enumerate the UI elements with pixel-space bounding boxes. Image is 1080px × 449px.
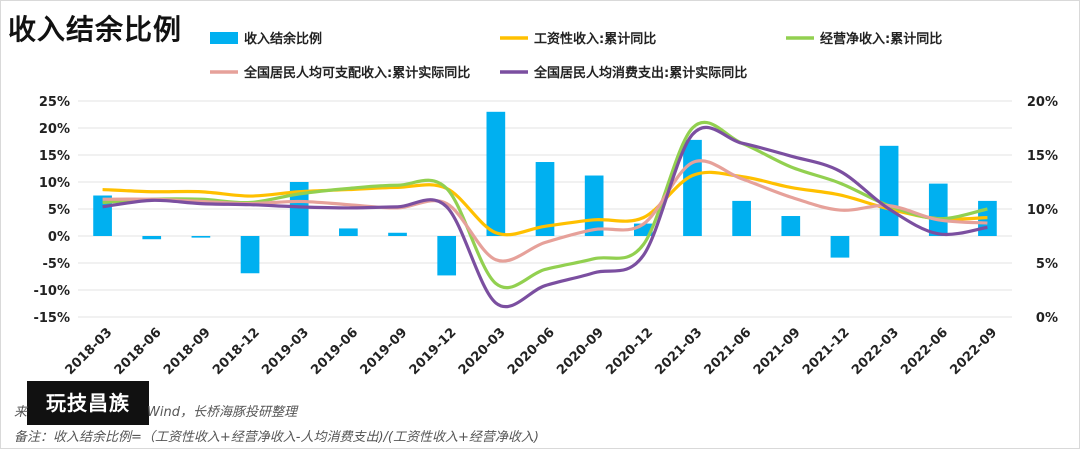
left-tick-label: -15% — [33, 311, 70, 326]
bar — [879, 145, 899, 236]
x-tick-label: 2020-03 — [456, 325, 509, 378]
source-text: 来 Wind，长桥海豚投研整理 — [14, 401, 297, 420]
x-tick-label: 2018-12 — [210, 325, 263, 378]
x-tick-label: 2022-06 — [898, 325, 951, 378]
x-tick-label: 2022-03 — [849, 325, 902, 378]
legend-label: 全国居民人均消费支出:累计实际同比 — [533, 65, 747, 81]
bar — [781, 216, 801, 236]
x-tick-label: 2022-09 — [947, 325, 1000, 378]
note-text: 备注：收入结余比例=（工资性收入+经营净收入-人均消费支出)/(工资性收入+经营… — [14, 430, 539, 445]
legend: 收入结余比例 工资性收入:累计同比 经营净收入:累计同比全国居民人均可支配收入:累计… — [210, 31, 942, 81]
bar — [732, 200, 751, 236]
x-tick-label: 2021-09 — [751, 325, 804, 378]
watermark-badge: 玩技昌族 — [27, 381, 149, 425]
bar — [535, 162, 555, 236]
bar — [437, 236, 457, 276]
legend-label: 经营净收入:累计同比 — [820, 31, 942, 47]
bar — [339, 228, 358, 236]
x-tick-label: 2020-09 — [554, 325, 607, 378]
chart-title: 收入结余比例 — [8, 13, 183, 46]
left-tick-label: 0% — [48, 230, 70, 245]
bar — [830, 236, 850, 258]
right-tick-label: 0% — [1036, 311, 1058, 326]
legend-label: 收入结余比例 — [244, 31, 322, 47]
series-line — [102, 126, 988, 309]
series-line — [102, 170, 988, 237]
x-tick-label: 2021-12 — [800, 325, 853, 378]
x-tick-label: 2018-09 — [161, 325, 214, 378]
x-tick-label: 2019-03 — [259, 325, 312, 378]
source-value: Wind，长桥海豚投研整理 — [147, 405, 297, 420]
left-tick-label: 20% — [39, 122, 70, 137]
left-tick-label: 5% — [48, 203, 70, 218]
x-tick-label: 2019-12 — [407, 325, 460, 378]
right-tick-label: 5% — [1036, 257, 1058, 272]
right-tick-label: 15% — [1027, 149, 1058, 164]
legend-label: 全国居民人均可支配收入:累计实际同比 — [243, 65, 470, 81]
left-tick-label: -5% — [43, 257, 70, 272]
bar — [928, 183, 948, 236]
x-tick-label: 2018-06 — [112, 325, 165, 378]
x-tick-label: 2021-03 — [653, 325, 706, 378]
x-tick-label: 2019-06 — [308, 325, 361, 378]
x-tick-label: 2020-12 — [603, 325, 656, 378]
left-tick-label: 10% — [39, 176, 70, 191]
bar — [584, 175, 604, 236]
x-tick-label: 2019-09 — [358, 325, 411, 378]
bar — [142, 236, 162, 240]
x-tick-label: 2021-06 — [702, 325, 755, 378]
right-tick-label: 20% — [1027, 95, 1058, 110]
bar — [240, 236, 260, 274]
x-tick-label: 2018-03 — [63, 325, 116, 378]
right-tick-label: 10% — [1027, 203, 1058, 218]
left-tick-label: 15% — [39, 149, 70, 164]
left-tick-label: -10% — [33, 284, 70, 299]
bar — [388, 232, 407, 236]
left-tick-label: 25% — [39, 95, 70, 110]
bar — [683, 139, 702, 236]
source-prefix: 来 — [14, 405, 28, 420]
legend-label: 工资性收入:累计同比 — [534, 31, 656, 47]
bar — [486, 111, 506, 236]
legend-swatch — [210, 32, 238, 44]
bar — [191, 236, 211, 238]
x-tick-label: 2020-06 — [505, 325, 558, 378]
